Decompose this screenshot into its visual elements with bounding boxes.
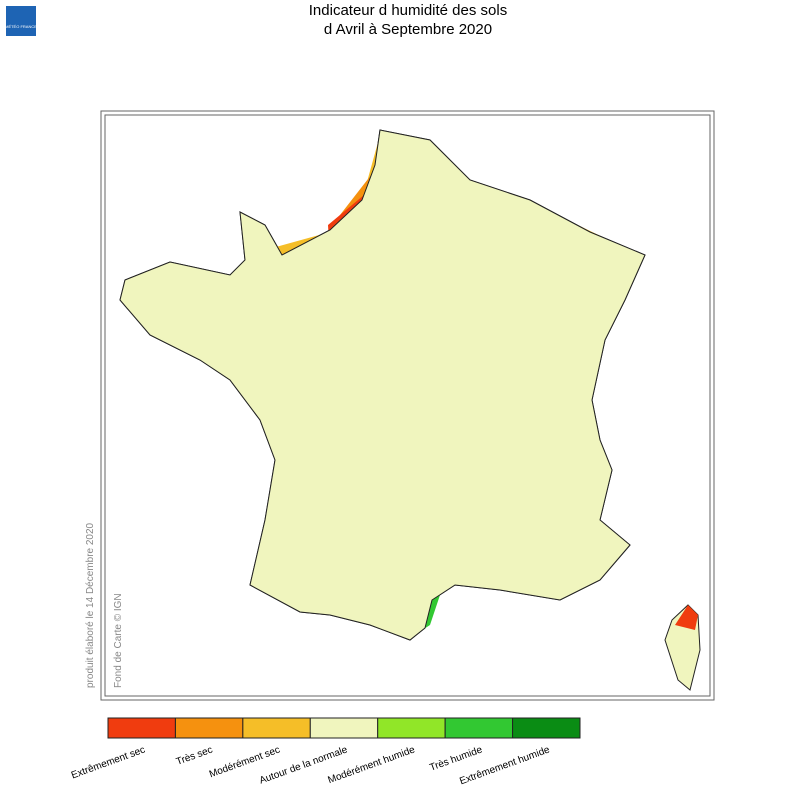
frame [100, 110, 715, 701]
title-line: d Avril à Septembre 2020 [324, 21, 492, 38]
legend-swatch [242, 717, 311, 739]
legend-swatch [444, 717, 514, 739]
frame [104, 114, 711, 697]
legend-swatch [174, 717, 244, 739]
legend-swatch [107, 717, 176, 739]
legend-swatch [377, 717, 446, 739]
logo [6, 6, 36, 36]
credit: produit élaboré le 14 Décembre 2020 [85, 522, 96, 688]
legend-swatch [512, 717, 581, 739]
legend-label: Très sec [175, 744, 214, 767]
france-map [119, 129, 701, 691]
credit: Fond de Carte © IGN [113, 593, 124, 688]
legend-swatch [309, 717, 379, 739]
legend-label: Extrêmement sec [70, 744, 147, 781]
title-line: Indicateur d humidité des sols [309, 2, 507, 19]
logo-text: MÉTÉO FRANCE [5, 24, 37, 29]
legend-label: Très humide [428, 744, 484, 773]
